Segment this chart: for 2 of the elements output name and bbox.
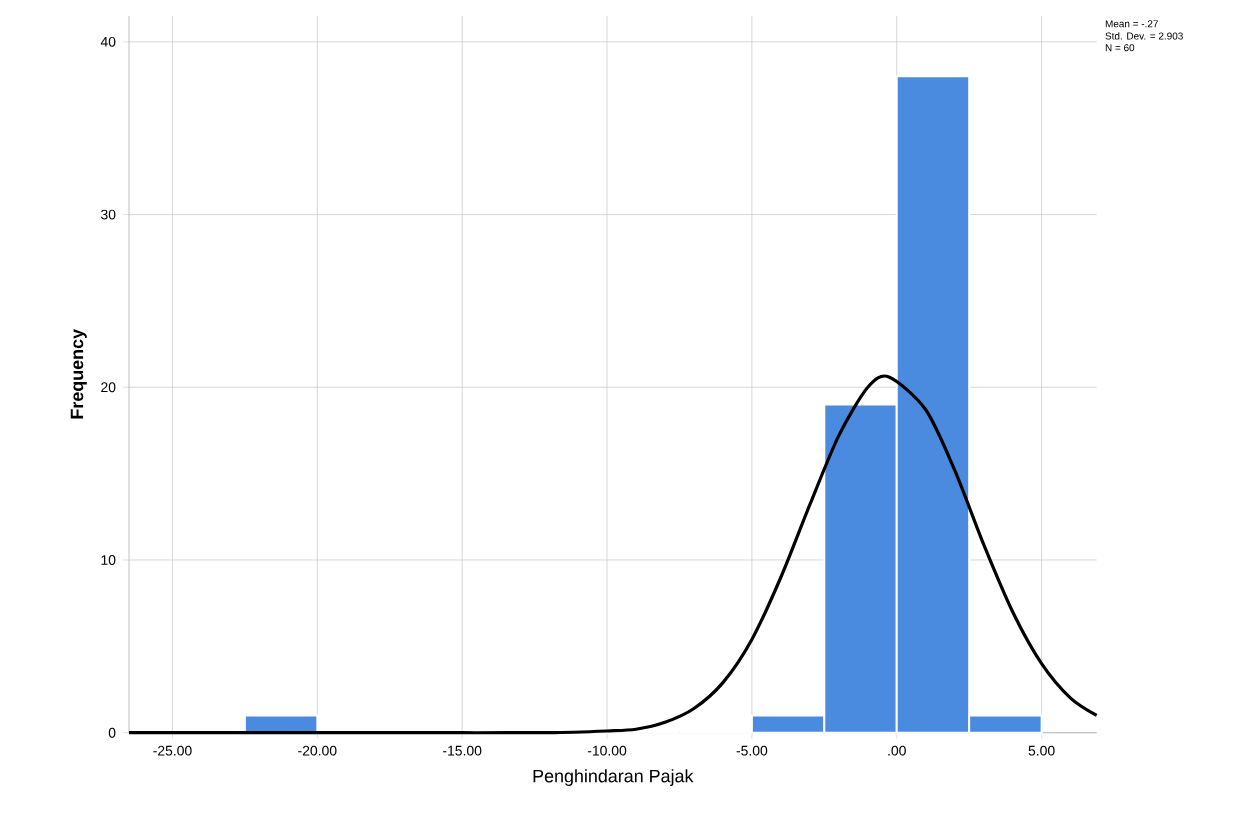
y-axis-title: Frequency	[70, 328, 87, 419]
x-axis-title: Penghindaran Pajak	[533, 769, 694, 786]
